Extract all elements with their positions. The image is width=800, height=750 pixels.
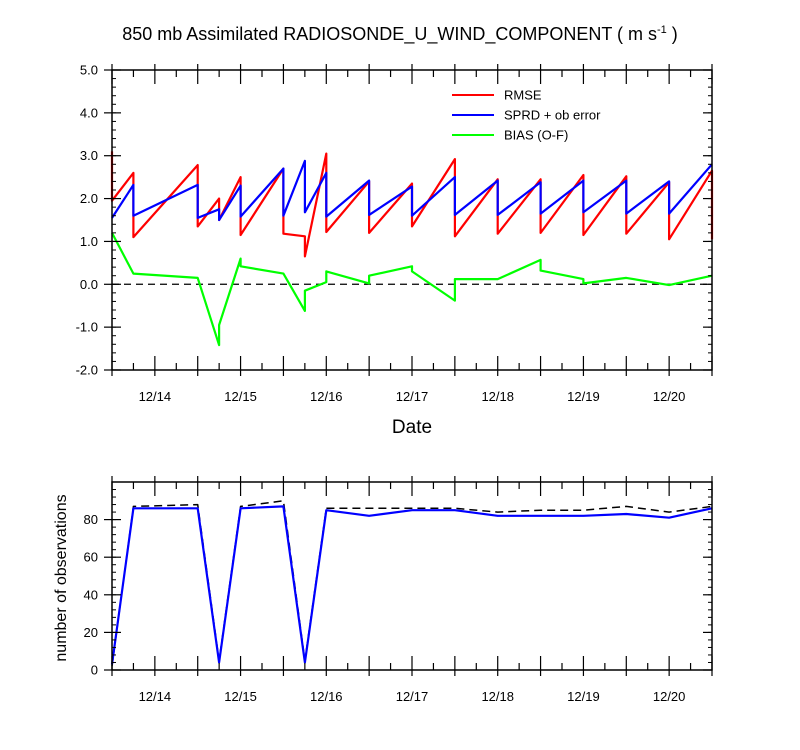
x-axis-label: Date [392, 417, 432, 438]
bottom-x-tick-label: 12/17 [396, 689, 429, 704]
bottom-y-tick-label: 20 [84, 625, 98, 640]
top-x-tick-label: 12/14 [139, 389, 172, 404]
top-panel: -2.0 -1.0 0.0 1.0 2.0 3.0 4.0 5.0 12/14 12/15 12/1… [76, 63, 714, 438]
legend: RMSE SPRD + ob error BIAS (O-F) [452, 88, 601, 143]
top-plot-frame [111, 69, 713, 371]
bottom-x-tick-label: 12/16 [310, 689, 343, 704]
top-y-tick-label: 2.0 [80, 191, 98, 206]
bottom-x-tick-label: 12/15 [224, 689, 257, 704]
top-series-bias-o-f [111, 232, 713, 347]
top-series-group [110, 151, 714, 347]
top-y-tick-label: 5.0 [80, 63, 98, 78]
top-series-sprd-ob-error [111, 159, 713, 222]
top-y-tick-label: -2.0 [76, 363, 98, 378]
y-axis-label: number of observations [53, 494, 70, 661]
legend-entry: SPRD + ob error [504, 108, 601, 123]
bottom-x-tick-label: 12/20 [653, 689, 686, 704]
bottom-y-tick-label: 80 [84, 512, 98, 527]
top-y-tick-label: 4.0 [80, 105, 98, 120]
bottom-x-tick-label: 12/14 [139, 689, 172, 704]
top-x-tick-label: 12/20 [653, 389, 686, 404]
top-x-tick-label: 12/15 [224, 389, 257, 404]
bottom-series-group [110, 500, 713, 667]
bottom-series-assimilated-observations [110, 505, 713, 665]
top-y-tick-label: 3.0 [80, 148, 98, 163]
top-x-tick-label: 12/16 [310, 389, 343, 404]
bottom-series-possible-observations [111, 500, 713, 667]
top-y-tick-label: 0.0 [80, 277, 98, 292]
bottom-y-tick-label: 40 [84, 587, 98, 602]
bottom-x-tick-label: 12/18 [481, 689, 514, 704]
top-y-tick-label: 1.0 [80, 234, 98, 249]
top-x-tick-label: 12/18 [481, 389, 514, 404]
legend-entry: BIAS (O-F) [504, 128, 568, 143]
bottom-x-tick-label: 12/19 [567, 689, 600, 704]
bottom-panel: 0 20 40 60 80 12/14 12/15 12/16 12/17 12/18 12/19 1… [53, 476, 713, 704]
bottom-plot-frame [111, 481, 713, 671]
top-y-tick-label: -1.0 [76, 320, 98, 335]
bottom-y-tick-label: 0 [91, 663, 98, 678]
legend-entry: RMSE [504, 88, 542, 103]
top-axis-ticks: -2.0 -1.0 0.0 1.0 2.0 3.0 4.0 5.0 12/14 12/15 12/1… [76, 63, 713, 404]
top-x-tick-label: 12/19 [567, 389, 600, 404]
bottom-y-tick-label: 60 [84, 550, 98, 565]
chart-title: 850 mb Assimilated RADIOSONDE_U_WIND_COM… [122, 24, 678, 45]
top-x-tick-label: 12/17 [396, 389, 429, 404]
